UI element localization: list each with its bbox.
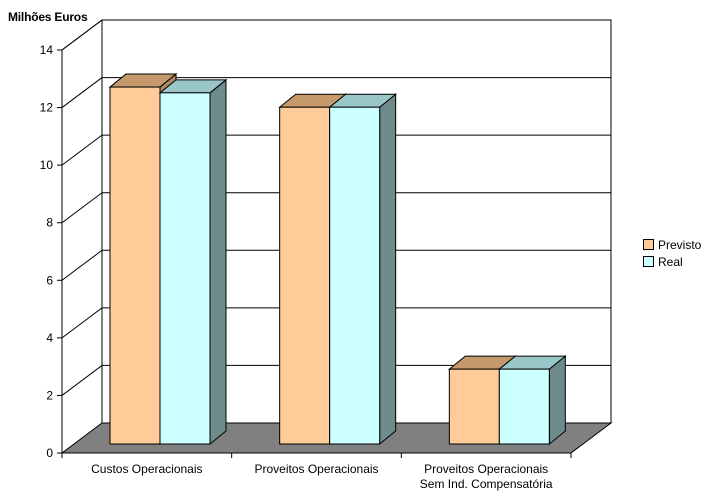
bar-real-2 [497, 355, 567, 446]
y-tick-label: 0 [46, 446, 53, 460]
y-tick-label: 10 [40, 158, 54, 172]
gridline-side [61, 365, 103, 396]
bar-front-face [159, 92, 211, 445]
y-tick-label: 14 [40, 43, 54, 57]
x-category-label: Proveitos Operacionais [424, 462, 548, 476]
y-tick-label: 12 [40, 101, 54, 115]
y-axis-title: Milhões Euros [8, 10, 88, 24]
legend-item-real: Real [643, 253, 714, 270]
bar-front-face [498, 368, 550, 445]
legend-label-previsto: Previsto [658, 237, 702, 252]
bar-side-face [209, 78, 227, 446]
legend-label-real: Real [658, 254, 683, 269]
y-tick-label: 4 [46, 331, 53, 345]
bar-real-1 [328, 93, 398, 446]
gridline-side [61, 134, 103, 166]
y-axis: 0 2 4 6 8 10 12 14 [40, 43, 572, 460]
legend-swatch-previsto [643, 239, 654, 250]
bar-front-face [329, 106, 381, 445]
y-tick-label: 2 [46, 388, 53, 402]
bar-front-face [448, 368, 500, 445]
bar-side-face [379, 93, 397, 446]
gridline-side [61, 77, 103, 108]
x-category-label: Sem Ind. Compensatória [420, 477, 553, 491]
bar-front-face [109, 86, 161, 445]
x-category-label: Proveitos Operacionais [254, 462, 378, 476]
legend: Previsto Real [643, 236, 714, 270]
legend-swatch-real [643, 256, 654, 267]
legend-item-previsto: Previsto [643, 236, 714, 253]
gridline-side [61, 19, 103, 51]
bar-side-face [548, 355, 566, 446]
bar-front-face [279, 106, 331, 445]
bars [108, 73, 567, 446]
y-tick-label: 8 [46, 216, 53, 230]
bar-real-0 [158, 78, 228, 446]
x-axis-labels: Custos Operacionais Proveitos Operacionai… [91, 462, 553, 491]
x-category-label: Custos Operacionais [91, 462, 202, 476]
gridline-side [61, 249, 103, 281]
gridline-side [61, 192, 103, 224]
gridline-side [61, 307, 103, 339]
y-tick-label: 6 [46, 273, 53, 287]
